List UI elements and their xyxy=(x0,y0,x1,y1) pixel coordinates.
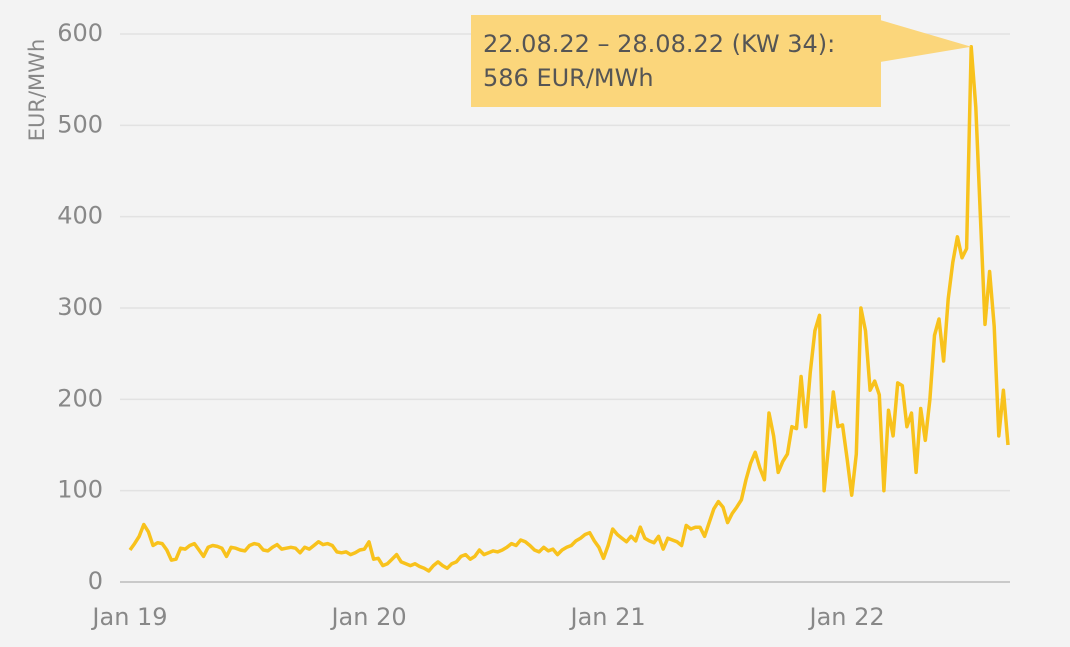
y-tick-label: 500 xyxy=(57,110,103,138)
callout-text: 22.08.22 – 28.08.22 (KW 34): xyxy=(483,30,835,58)
y-axis-label: EUR/MWh xyxy=(25,39,49,142)
callout-box xyxy=(471,15,881,107)
callout-pointer xyxy=(880,20,972,62)
y-tick-label: 0 xyxy=(88,567,103,595)
y-tick-label: 300 xyxy=(57,293,103,321)
y-tick-label: 600 xyxy=(57,19,103,47)
callout-text: 586 EUR/MWh xyxy=(483,64,654,92)
y-tick-label: 200 xyxy=(57,384,103,412)
x-tick-label: Jan 19 xyxy=(90,603,167,631)
y-tick-label: 400 xyxy=(57,202,103,230)
y-tick-label: 100 xyxy=(57,476,103,504)
x-tick-label: Jan 20 xyxy=(329,603,406,631)
data-line xyxy=(128,45,1010,573)
x-tick-label: Jan 22 xyxy=(808,603,885,631)
x-tick-label: Jan 21 xyxy=(568,603,645,631)
